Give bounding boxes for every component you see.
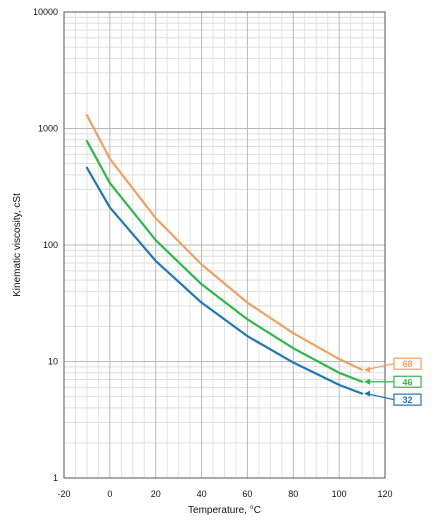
y-tick-label: 1000 [38, 124, 58, 134]
x-tick-label: 120 [377, 489, 392, 499]
y-axis-title: Kinematic viscosity, cSt [12, 193, 23, 297]
series-arrowhead-46 [364, 378, 371, 385]
y-tick-label: 1 [53, 473, 58, 483]
x-tick-label: 100 [332, 489, 347, 499]
x-tick-label: 20 [151, 489, 161, 499]
x-tick-label: 0 [107, 489, 112, 499]
series-line-46 [85, 139, 364, 383]
x-tick-labels: -20 0 20 40 60 80 100 120 [57, 489, 392, 499]
series-arrowhead-32 [364, 390, 371, 397]
series-label-box-46 [393, 375, 422, 388]
series-arrow-68 [365, 363, 395, 371]
series-label-box-32 [393, 393, 422, 406]
series-arrowhead-68 [364, 366, 371, 373]
y-tick-labels: 1 10 100 1000 10000 [33, 7, 58, 483]
series-label-box-68 [393, 357, 422, 370]
x-tick-label: -20 [57, 489, 70, 499]
x-tick-label: 60 [242, 489, 252, 499]
y-tick-label: 100 [43, 240, 58, 250]
series-labels: 68 46 32 [364, 357, 422, 406]
y-tick-label: 10 [48, 357, 58, 367]
x-tick-label: 80 [288, 489, 298, 499]
y-tick-label: 10000 [33, 7, 58, 17]
series-label-46: 46 [402, 377, 412, 387]
x-axis-title: Temperature, °C [188, 505, 261, 516]
series-line-68 [85, 114, 364, 371]
series-line-32 [85, 166, 364, 395]
series-label-32: 32 [402, 395, 412, 405]
x-tick-label: 40 [197, 489, 207, 499]
series-layer [85, 114, 364, 395]
plot-frame [63, 11, 386, 479]
series-arrow-32 [365, 393, 395, 401]
series-label-68: 68 [402, 359, 412, 369]
